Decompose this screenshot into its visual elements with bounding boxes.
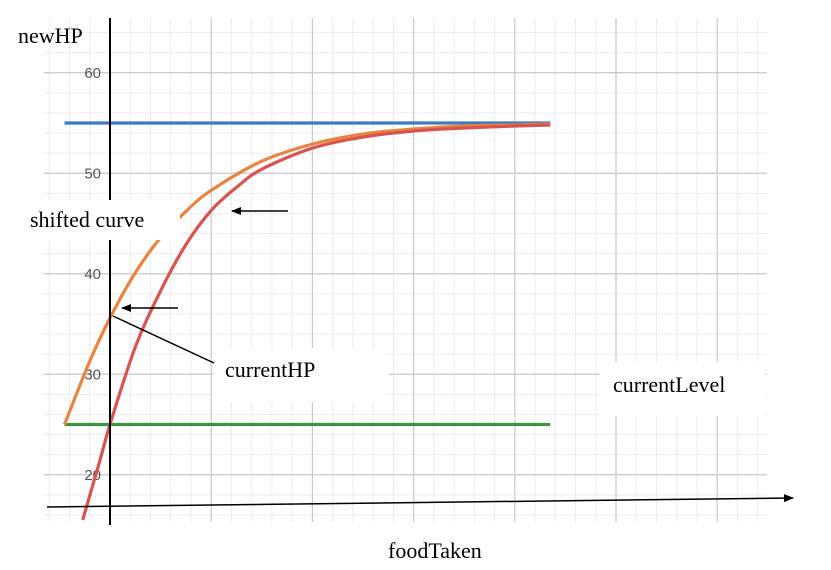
- minor-grid: [44, 18, 767, 522]
- y-axis-label: newHP: [18, 23, 83, 48]
- y-tick-label: 30: [84, 366, 101, 383]
- currentHP-pointer: [112, 315, 215, 364]
- currentHP-annotation: currentHP: [225, 357, 315, 382]
- currentHP-label-bg: [214, 348, 389, 402]
- original-curve-line: [81, 123, 551, 521]
- shifted-curve-annotation: shifted curve: [30, 207, 144, 232]
- x-axis-label: foodTaken: [388, 538, 482, 563]
- y-tick-label: 40: [84, 266, 101, 283]
- currentLevel-annotation: currentLevel: [613, 372, 725, 397]
- series-group: [62, 121, 551, 521]
- x-axis-arrow: [46, 494, 794, 508]
- major-grid: [44, 18, 767, 522]
- currentLevel-label-bg: [600, 362, 765, 416]
- y-tick-label: 50: [84, 165, 101, 182]
- y-tick-label: 60: [84, 65, 101, 82]
- shifted-curve-label-bg: [25, 200, 180, 240]
